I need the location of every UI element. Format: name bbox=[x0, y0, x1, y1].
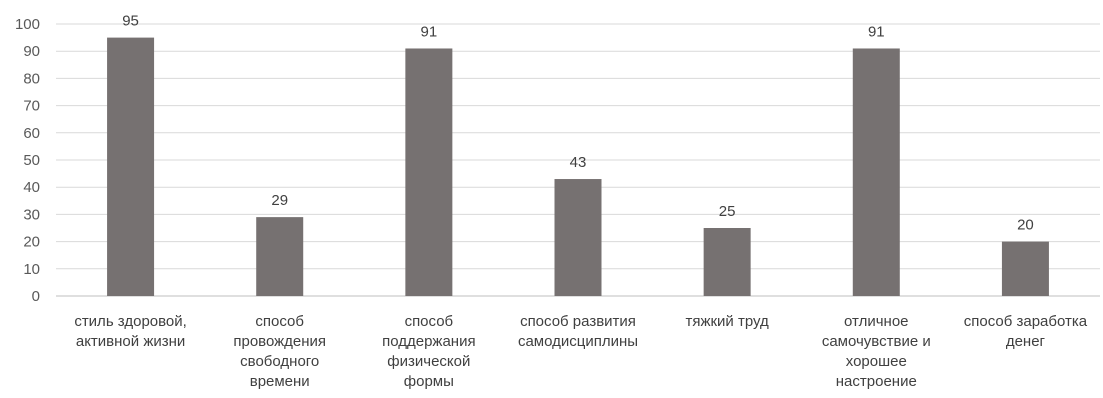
bar-4 bbox=[703, 228, 751, 296]
category-label-line: активной жизни bbox=[76, 333, 185, 350]
y-tick-label: 60 bbox=[23, 125, 40, 142]
category-label-line: тяжкий труд bbox=[685, 313, 769, 330]
category-label-line: провождения bbox=[233, 333, 326, 350]
data-label: 25 bbox=[719, 203, 736, 220]
bars bbox=[107, 37, 1049, 297]
category-label-line: способ развития bbox=[520, 313, 636, 330]
category-label-line: способ заработка bbox=[964, 313, 1088, 330]
data-label: 91 bbox=[421, 23, 438, 40]
category-label-6: способ заработка денег bbox=[964, 313, 1088, 350]
data-label: 95 bbox=[122, 13, 139, 30]
category-label-1: способ провождения свободного времени bbox=[233, 313, 326, 390]
category-label-0: стиль здоровой, активной жизни bbox=[74, 313, 187, 350]
y-tick-label: 80 bbox=[23, 70, 40, 87]
bar-6 bbox=[1001, 241, 1049, 296]
category-label-line: времени bbox=[250, 373, 310, 390]
bar-5 bbox=[852, 48, 900, 297]
x-axis-categories: стиль здоровой, активной жизни способ прово… bbox=[74, 313, 1087, 390]
bar-2 bbox=[405, 48, 453, 297]
y-tick-label: 0 bbox=[32, 288, 40, 305]
category-label-line: формы bbox=[404, 373, 454, 390]
category-label-5: отличное самочувствие и хорошее настроение bbox=[822, 313, 931, 390]
y-tick-label: 10 bbox=[23, 261, 40, 278]
y-tick-label: 70 bbox=[23, 98, 40, 115]
bar-0 bbox=[107, 37, 155, 296]
category-label-line: настроение bbox=[836, 373, 917, 390]
category-label-4: тяжкий труд bbox=[685, 313, 769, 330]
y-tick-label: 30 bbox=[23, 206, 40, 223]
y-tick-label: 40 bbox=[23, 179, 40, 196]
category-label-line: способ bbox=[405, 313, 454, 330]
category-label-line: хорошее bbox=[846, 353, 907, 370]
data-labels: 95 29 91 43 25 91 20 bbox=[122, 13, 1034, 234]
data-label: 29 bbox=[271, 192, 288, 209]
data-label: 20 bbox=[1017, 217, 1034, 234]
y-tick-label: 100 bbox=[15, 16, 40, 33]
y-tick-label: 50 bbox=[23, 152, 40, 169]
category-label-line: стиль здоровой, bbox=[74, 313, 187, 330]
category-label-line: самочувствие и bbox=[822, 333, 931, 350]
category-label-line: способ bbox=[255, 313, 304, 330]
category-label-line: физической bbox=[387, 353, 470, 370]
y-tick-label: 90 bbox=[23, 43, 40, 60]
y-axis-ticks: 0 10 20 30 40 50 60 70 80 90 100 bbox=[15, 16, 40, 305]
data-label: 91 bbox=[868, 23, 885, 40]
bar-1 bbox=[256, 217, 304, 296]
category-label-2: способ поддержания физической формы bbox=[382, 313, 476, 390]
category-label-line: самодисциплины bbox=[518, 333, 638, 350]
category-label-line: денег bbox=[1006, 333, 1046, 350]
data-label: 43 bbox=[570, 154, 587, 171]
category-label-line: отличное bbox=[844, 313, 908, 330]
y-tick-label: 20 bbox=[23, 234, 40, 251]
bar-3 bbox=[554, 179, 602, 296]
category-label-3: способ развития самодисциплины bbox=[518, 313, 638, 350]
category-label-line: свободного bbox=[240, 353, 319, 370]
category-label-line: поддержания bbox=[382, 333, 476, 350]
